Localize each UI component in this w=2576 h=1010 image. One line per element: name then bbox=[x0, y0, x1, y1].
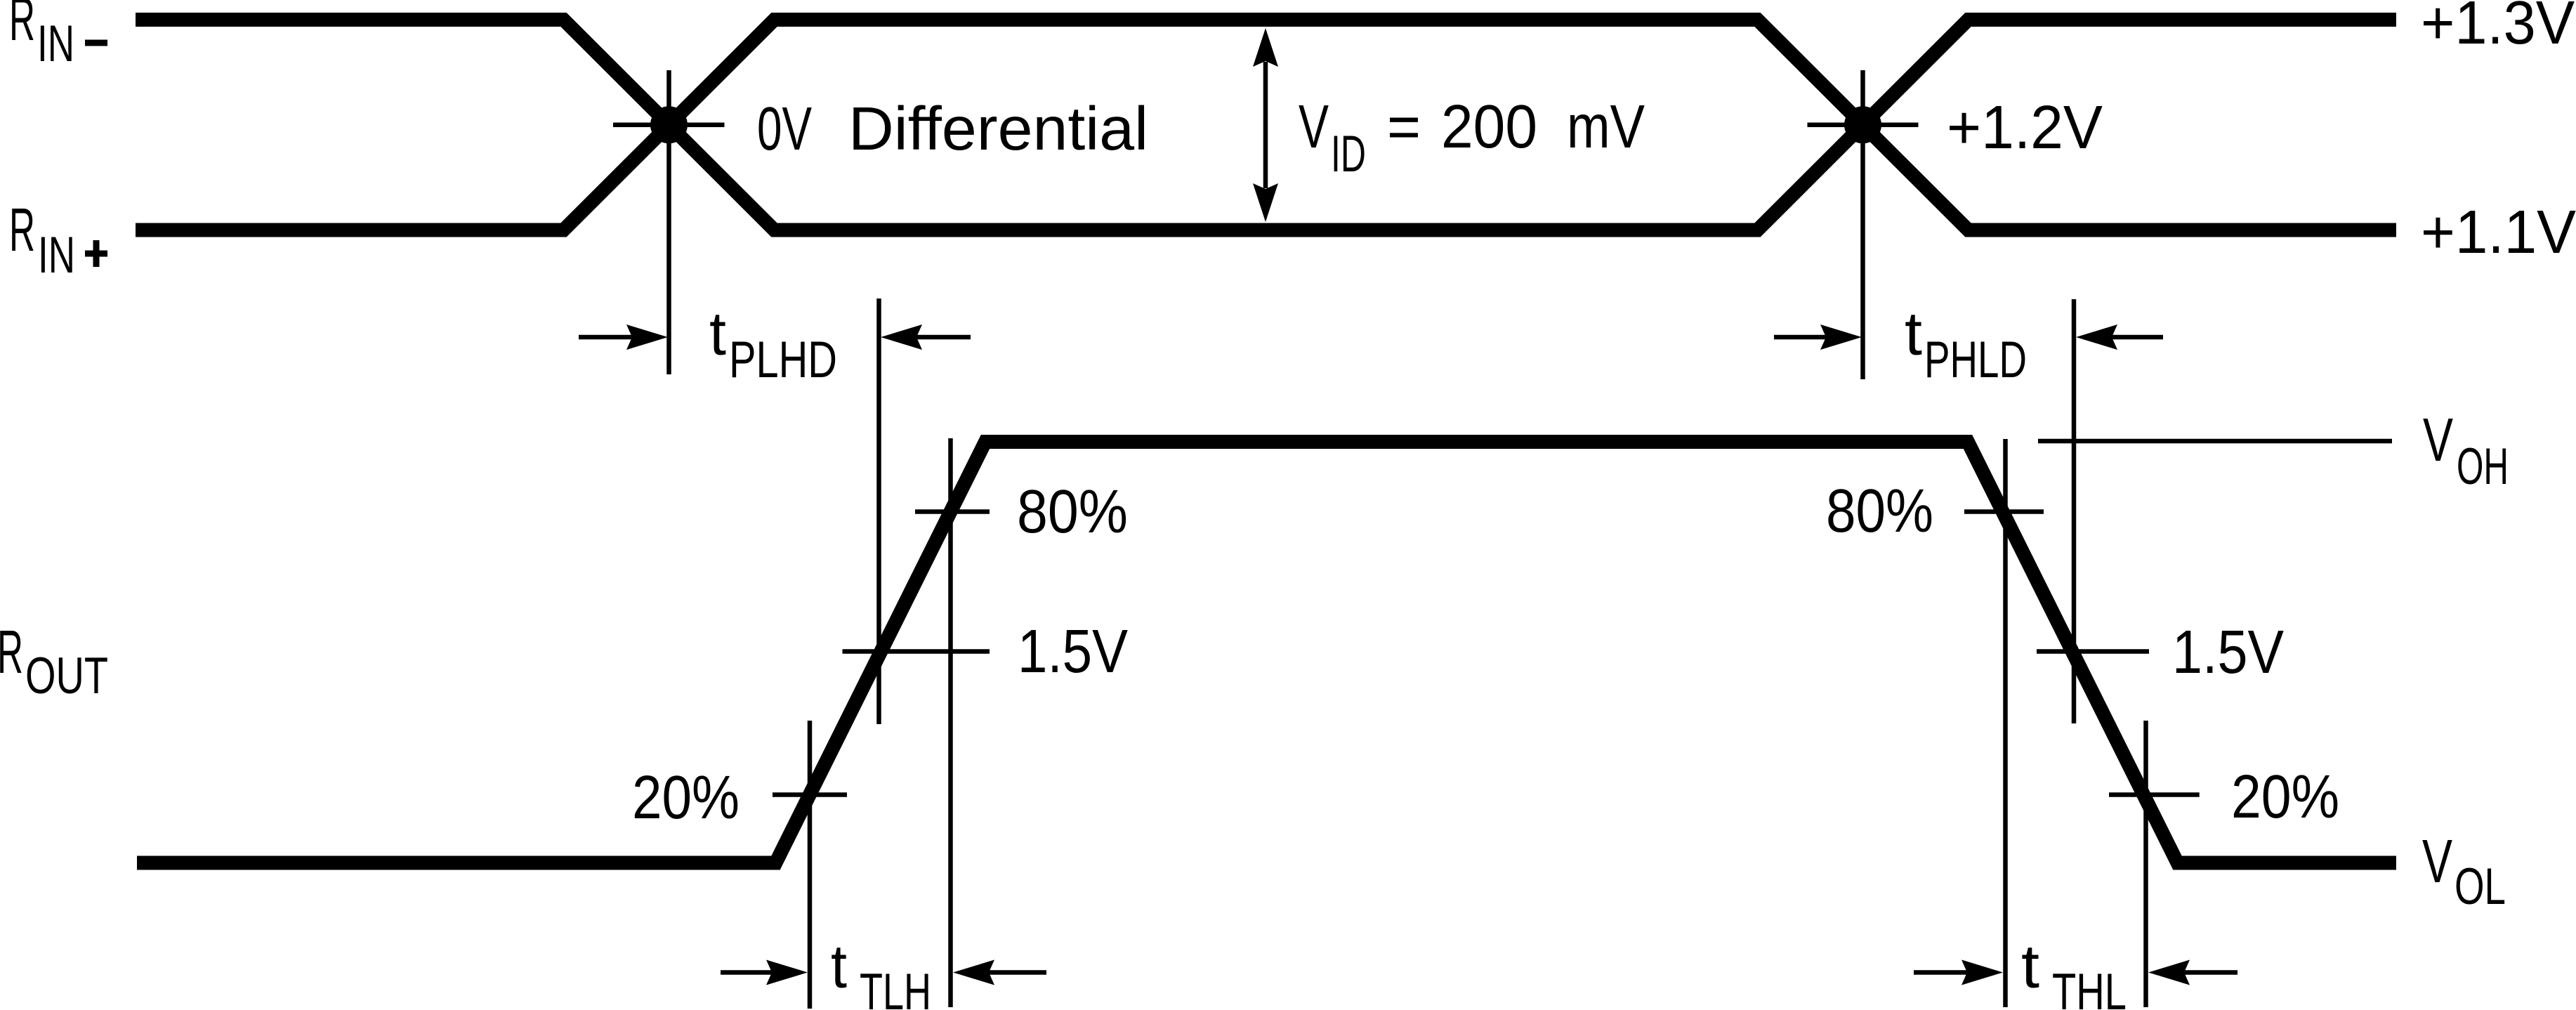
svg-text:=: = bbox=[1387, 93, 1421, 161]
svg-text:t: t bbox=[709, 300, 726, 368]
svg-text:IN: IN bbox=[38, 227, 75, 284]
svg-text:TLH: TLH bbox=[860, 964, 931, 1010]
svg-text:OUT: OUT bbox=[25, 648, 108, 704]
svg-text:t: t bbox=[1905, 300, 1922, 368]
svg-text:+1.1V: +1.1V bbox=[2421, 198, 2576, 266]
svg-text:0V: 0V bbox=[757, 95, 812, 163]
svg-text:1.5V: 1.5V bbox=[2172, 618, 2284, 686]
svg-text:OH: OH bbox=[2457, 438, 2509, 495]
svg-text:ID: ID bbox=[1331, 126, 1366, 183]
svg-text:THL: THL bbox=[2052, 964, 2127, 1010]
svg-text:PLHD: PLHD bbox=[729, 332, 837, 388]
svg-text:t: t bbox=[831, 933, 847, 1001]
svg-text:R: R bbox=[0, 618, 23, 686]
svg-text:OL: OL bbox=[2455, 858, 2506, 915]
svg-text:IN: IN bbox=[37, 15, 74, 72]
svg-text:PHLD: PHLD bbox=[1924, 332, 2027, 388]
svg-text:20%: 20% bbox=[2231, 763, 2339, 831]
svg-text:V: V bbox=[2423, 406, 2453, 474]
svg-text:80%: 80% bbox=[1826, 477, 1933, 545]
svg-text:+1.3V: +1.3V bbox=[2421, 0, 2575, 57]
svg-text:mV: mV bbox=[1567, 93, 1645, 161]
svg-text:V: V bbox=[2422, 827, 2452, 896]
svg-text:+1.2V: +1.2V bbox=[1947, 93, 2103, 162]
svg-text:t: t bbox=[2021, 933, 2039, 1001]
svg-text:V: V bbox=[1299, 93, 1329, 161]
svg-text:80%: 80% bbox=[1017, 478, 1128, 546]
svg-text:R: R bbox=[9, 196, 35, 264]
svg-text:20%: 20% bbox=[632, 763, 740, 832]
svg-text:1.5V: 1.5V bbox=[1018, 617, 1128, 686]
svg-text:200: 200 bbox=[1441, 93, 1537, 161]
svg-text:Differential: Differential bbox=[848, 95, 1148, 163]
svg-text:R: R bbox=[9, 0, 35, 53]
